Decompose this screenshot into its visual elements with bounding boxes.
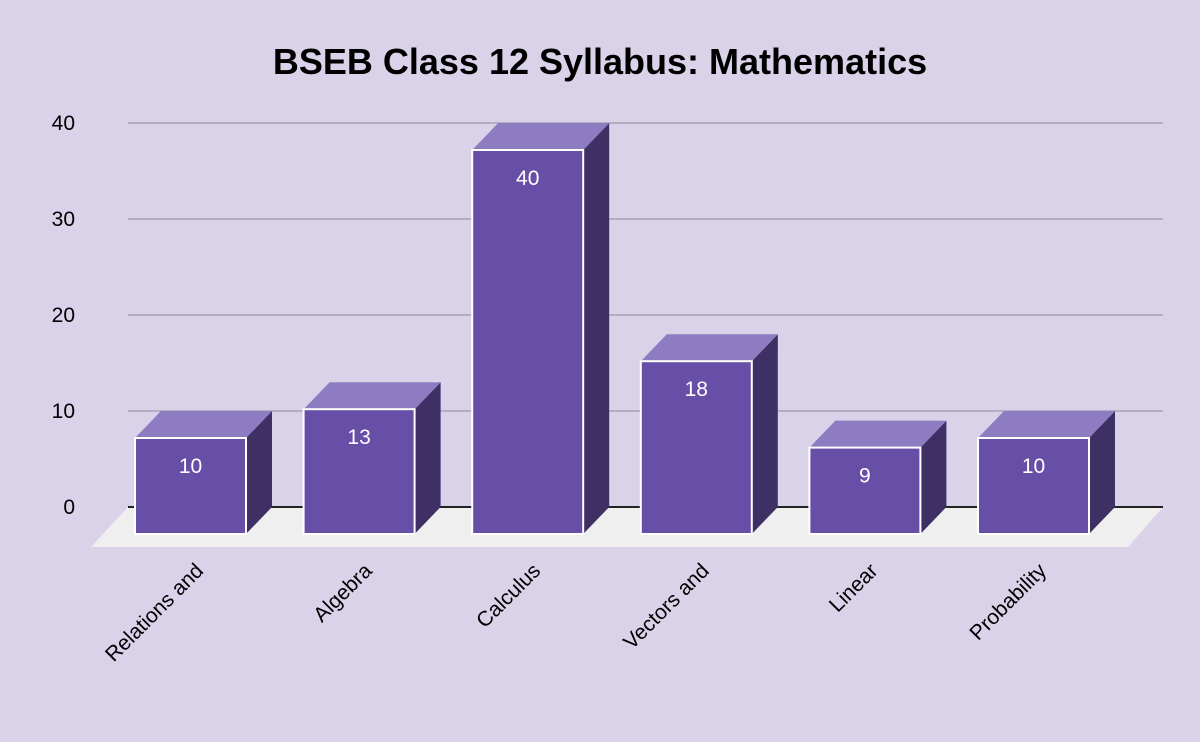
bar-side <box>751 334 778 534</box>
x-category-label: Calculus <box>472 559 545 632</box>
x-category-label: Relations and <box>101 559 208 666</box>
data-label: 40 <box>516 167 539 190</box>
bar-top <box>135 411 272 438</box>
bar-side <box>246 411 272 534</box>
data-label: 10 <box>179 455 202 478</box>
bar-side <box>414 382 441 534</box>
y-tick-label: 0 <box>63 496 75 519</box>
bar-front <box>134 437 247 535</box>
y-axis-ticks: 0 10 20 30 40 <box>52 112 75 519</box>
data-label: 9 <box>859 465 871 488</box>
x-axis-labels: Relations and Algebra Calculus Vectors and L… <box>101 559 1051 666</box>
bar-1: 10 <box>134 411 272 535</box>
bars: 10 13 40 18 9 10 <box>134 123 1115 536</box>
x-category-label: Algebra <box>309 559 377 627</box>
bar-front <box>302 408 416 536</box>
data-label: 18 <box>685 378 708 401</box>
bar-top <box>809 420 947 448</box>
chart-title: BSEB Class 12 Syllabus: Mathematics <box>273 41 927 82</box>
bar-5: 9 <box>808 420 947 536</box>
x-category-label: Linear <box>825 559 883 617</box>
bar-front <box>808 446 922 536</box>
y-tick-label: 40 <box>52 112 75 135</box>
bar-side <box>920 420 947 534</box>
bar-3: 40 <box>471 123 610 535</box>
bar-top <box>472 123 610 150</box>
bar-top <box>303 382 441 410</box>
bar-top <box>978 411 1115 438</box>
bar-2: 13 <box>302 382 441 536</box>
bar-front <box>471 149 585 535</box>
bar-side <box>1089 411 1115 534</box>
bar-4: 18 <box>639 334 778 536</box>
bar-side <box>583 123 610 534</box>
y-tick-label: 10 <box>52 400 75 423</box>
x-category-label: Probability <box>965 559 1051 645</box>
data-label: 10 <box>1022 455 1045 478</box>
y-tick-label: 30 <box>52 208 75 231</box>
bar-front <box>639 360 753 536</box>
bar-top <box>640 334 778 362</box>
bar-front <box>977 437 1090 535</box>
y-tick-label: 20 <box>52 304 75 327</box>
data-label: 13 <box>347 426 370 449</box>
x-category-label: Vectors and <box>619 559 714 654</box>
bar-6: 10 <box>977 411 1115 535</box>
